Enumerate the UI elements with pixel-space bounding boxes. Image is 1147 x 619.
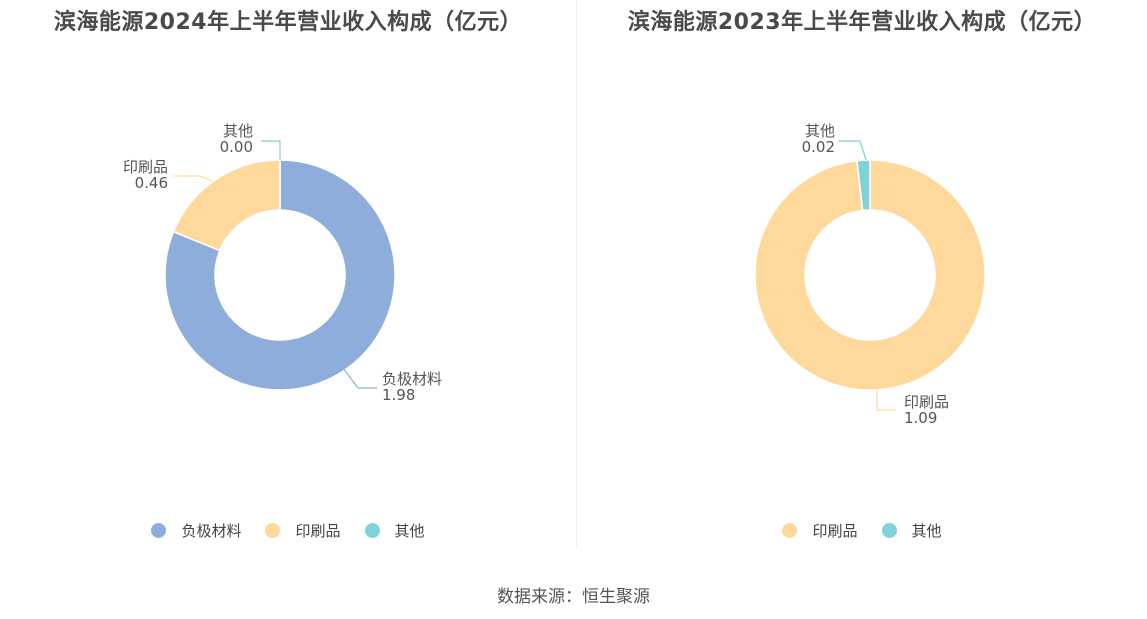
panel-divider — [576, 0, 577, 548]
donut-slice-other[interactable] — [856, 159, 871, 212]
legend-2023: 印刷品 其他 — [577, 520, 1147, 541]
slice-value-other: 0.00 — [220, 138, 253, 156]
legend-item-anode-material[interactable]: 负极材料 — [151, 520, 241, 541]
legend-dot-icon — [881, 523, 897, 538]
donut-slice-anode-material[interactable] — [164, 159, 396, 391]
legend-item-other[interactable]: 其他 — [364, 520, 425, 541]
slice-label-printed-matter: 印刷品 — [904, 393, 949, 411]
legend-label: 负极材料 — [181, 522, 242, 540]
slice-value-anode-material: 1.98 — [382, 386, 415, 404]
slice-value-printed-matter: 0.46 — [135, 174, 168, 192]
legend-dot-icon — [782, 523, 798, 538]
slice-label-printed-matter: 印刷品 — [123, 158, 168, 176]
legend-item-printed-matter[interactable]: 印刷品 — [265, 520, 341, 541]
legend-label: 印刷品 — [295, 522, 341, 540]
slice-label-other: 其他 — [223, 122, 253, 140]
chart-title-2024: 滨海能源2024年上半年营业收入构成（亿元） — [53, 10, 523, 35]
chart-title-2023: 滨海能源2023年上半年营业收入构成（亿元） — [627, 10, 1097, 35]
legend-dot-icon — [364, 523, 380, 538]
leader-line-printed-matter — [876, 390, 896, 411]
data-source-note: 数据来源：恒生聚源 — [497, 587, 650, 607]
slice-label-other: 其他 — [805, 122, 835, 140]
legend-label: 其他 — [394, 522, 425, 540]
leader-line-anode-material — [342, 367, 377, 389]
legend-2024: 负极材料 印刷品 其他 — [0, 520, 576, 541]
legend-dot-icon — [151, 523, 167, 538]
leader-line-other — [838, 140, 867, 161]
chart-panel-2024: 滨海能源2024年上半年营业收入构成（亿元） 负极材料 1.98 印刷品 0.46 其他… — [0, 0, 576, 550]
leader-line-printed-matter — [174, 175, 213, 182]
donut-slice-printed-matter[interactable] — [172, 159, 281, 252]
slice-label-anode-material: 负极材料 — [382, 370, 442, 388]
chart-panel-2023: 滨海能源2023年上半年营业收入构成（亿元） 印刷品 1.09 其他 0.02 印刷品… — [577, 0, 1147, 550]
legend-label: 其他 — [911, 522, 942, 540]
legend-item-other[interactable]: 其他 — [881, 520, 942, 541]
legend-label: 印刷品 — [812, 522, 858, 540]
leader-line-other — [261, 140, 281, 160]
slice-value-other: 0.02 — [802, 138, 835, 156]
legend-item-printed-matter[interactable]: 印刷品 — [782, 520, 858, 541]
donut-slice-printed-matter[interactable] — [754, 159, 986, 391]
slice-value-printed-matter: 1.09 — [904, 409, 937, 427]
legend-dot-icon — [265, 523, 281, 538]
